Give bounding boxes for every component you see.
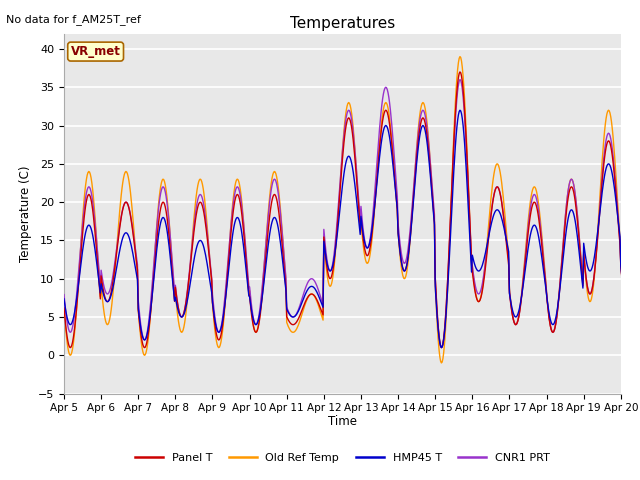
Legend: Panel T, Old Ref Temp, HMP45 T, CNR1 PRT: Panel T, Old Ref Temp, HMP45 T, CNR1 PRT (131, 448, 554, 467)
X-axis label: Time: Time (328, 415, 357, 428)
Text: VR_met: VR_met (70, 45, 120, 58)
Y-axis label: Temperature (C): Temperature (C) (19, 165, 33, 262)
Text: No data for f_AM25T_ref: No data for f_AM25T_ref (6, 14, 141, 25)
Title: Temperatures: Temperatures (290, 16, 395, 31)
